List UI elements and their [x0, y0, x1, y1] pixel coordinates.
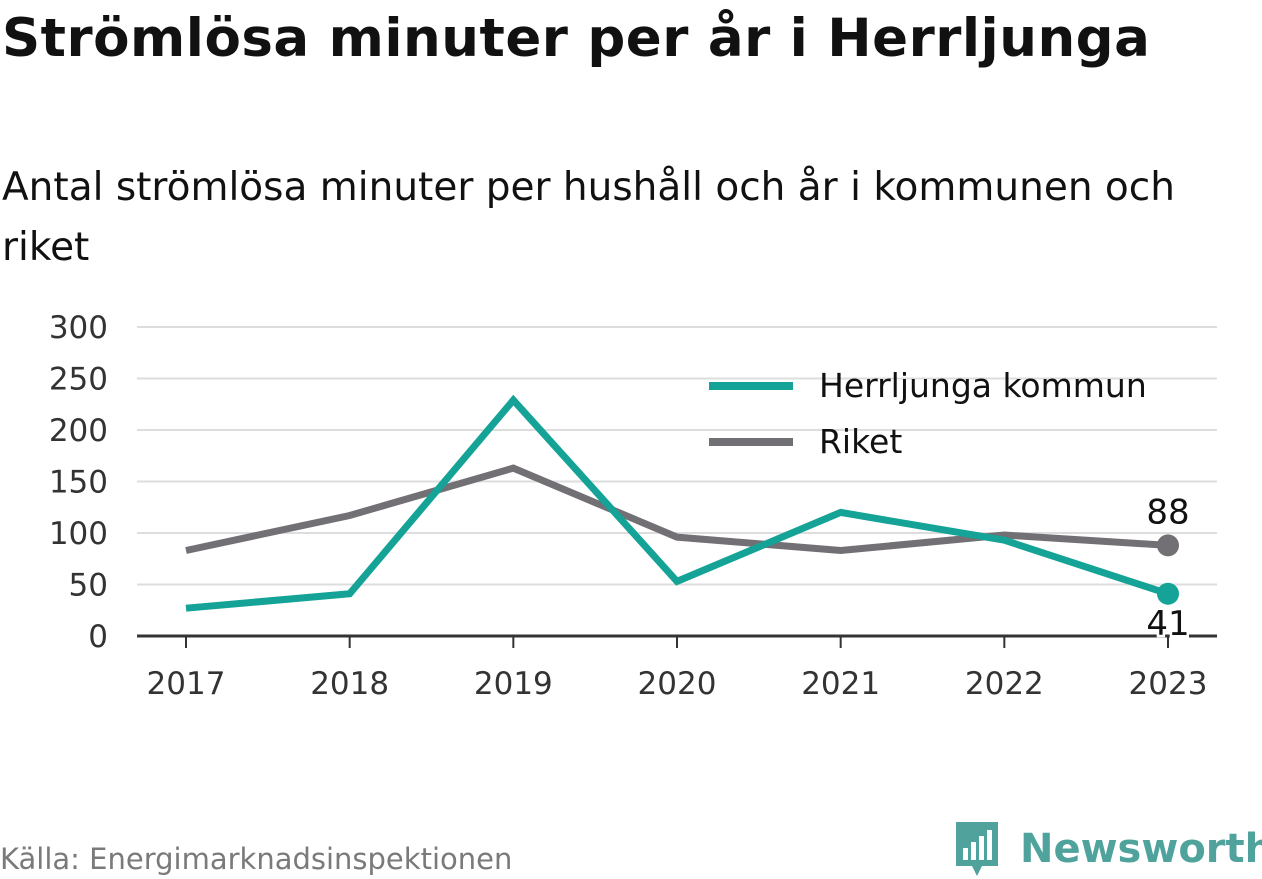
x-tick-label: 2021 — [801, 666, 880, 702]
y-tick-label: 0 — [88, 619, 108, 655]
y-tick-label: 100 — [49, 516, 108, 552]
legend-label: Riket — [819, 422, 902, 461]
newsworthy-logo-icon — [956, 822, 998, 876]
y-tick-label: 250 — [49, 362, 108, 398]
end-labels: 41 88 — [1144, 490, 1192, 646]
y-tick-label: 200 — [49, 413, 108, 449]
y-tick-label: 300 — [49, 310, 108, 346]
end-point-marker — [1157, 582, 1179, 605]
series-lines — [185, 394, 1179, 612]
x-tick-label: 2017 — [147, 666, 226, 702]
series-line — [185, 464, 1169, 555]
data-label: 88 — [1146, 492, 1189, 532]
brand-logo: Newsworthy — [952, 820, 1262, 878]
x-tick-label: 2019 — [474, 666, 553, 702]
y-tick-label: 50 — [69, 568, 108, 604]
x-tick-label: 2020 — [638, 666, 717, 702]
chart-subtitle: Antal strömlösa minuter per hushåll och … — [2, 165, 1175, 270]
grid — [137, 326, 1217, 638]
x-tick-label: 2022 — [965, 666, 1044, 702]
legend-label: Herrljunga kommun — [819, 366, 1147, 405]
data-label: 41 — [1146, 604, 1189, 644]
end-point-marker — [1157, 534, 1179, 557]
x-tick-label: 2023 — [1129, 666, 1208, 702]
legend: Herrljunga kommun Riket — [709, 366, 1147, 461]
brand-name: Newsworthy — [1020, 826, 1262, 872]
page-title: Strömlösa minuter per år i Herrljunga — [2, 8, 1151, 69]
y-tick-label: 150 — [49, 465, 108, 501]
y-axis-ticks: 0 50 100 150 200 250 300 — [49, 310, 108, 655]
x-axis-ticks: 2017 2018 2019 2020 2021 2022 2023 — [147, 636, 1208, 702]
series-line — [185, 394, 1170, 612]
x-tick-label: 2018 — [310, 666, 389, 702]
source-note: Källa: Energimarknadsinspektionen — [0, 842, 513, 876]
